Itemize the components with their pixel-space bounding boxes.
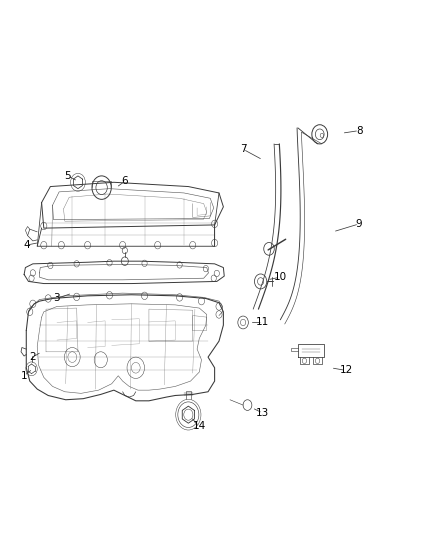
Text: 1: 1 [21,371,28,381]
Text: 4: 4 [23,240,30,250]
Text: 14: 14 [193,422,206,431]
Text: 10: 10 [274,272,287,282]
Text: 7: 7 [240,144,247,154]
Text: 8: 8 [356,126,363,135]
Text: 9: 9 [356,219,363,229]
Text: 11: 11 [256,318,269,327]
Text: 13: 13 [256,408,269,418]
Text: 3: 3 [53,294,60,303]
Text: 6: 6 [121,176,128,186]
Text: 2: 2 [29,352,36,362]
Text: 5: 5 [64,171,71,181]
Text: 12: 12 [339,366,353,375]
